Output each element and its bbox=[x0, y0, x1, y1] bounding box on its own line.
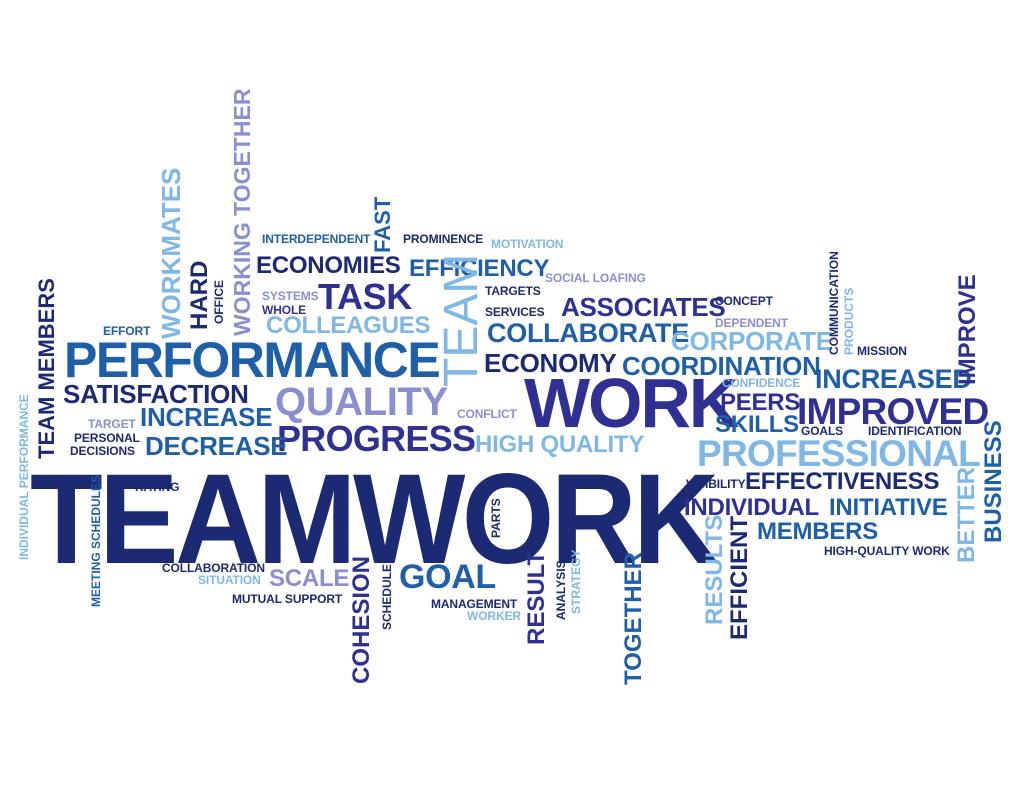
word-improved: IMPROVED bbox=[797, 391, 989, 432]
word-meeting-schedules: MEETING SCHEDULES bbox=[89, 474, 103, 607]
word-teamwork: TEAMWORK bbox=[30, 448, 719, 591]
word-products: PRODUCTS bbox=[842, 287, 856, 355]
word-efficiency: EFFICIENCY bbox=[409, 255, 550, 282]
word-scale: SCALE bbox=[269, 565, 350, 592]
word-decisions: DECISIONS bbox=[70, 444, 135, 458]
word-social-loafing: SOCIAL LOAFING bbox=[545, 271, 646, 285]
word-task: TASK bbox=[318, 276, 412, 317]
word-analysis: ANALYSIS bbox=[554, 560, 568, 620]
word-together: TOGETHER bbox=[620, 552, 647, 685]
word-mission: MISSION bbox=[857, 344, 907, 358]
word-collaborate: COLLABORATE bbox=[487, 318, 690, 348]
word-economy: ECONOMY bbox=[484, 348, 617, 378]
word-professional: PROFESSIONAL bbox=[697, 433, 981, 474]
word-prominence: PROMINENCE bbox=[403, 232, 484, 246]
word-schedule: SCHEDULE bbox=[380, 563, 394, 630]
word-quality: QUALITY bbox=[275, 380, 448, 424]
word-coordination: COORDINATION bbox=[622, 351, 821, 381]
word-high-quality: HIGH QUALITY bbox=[475, 431, 645, 458]
word-members: MEMBERS bbox=[757, 518, 878, 545]
word-corporate: CORPORATE bbox=[671, 326, 833, 356]
word-decrease: DECREASE bbox=[145, 431, 288, 461]
word-services: SERVICES bbox=[485, 305, 545, 319]
word-conflict: CONFLICT bbox=[457, 407, 517, 421]
word-dependent: DEPENDENT bbox=[715, 316, 788, 330]
word-strategy: STRATEGY bbox=[569, 549, 583, 614]
word-initiative: INITIATIVE bbox=[829, 494, 948, 521]
word-whole: WHOLE bbox=[262, 303, 307, 317]
word-collaboration: COLLABORATION bbox=[162, 561, 265, 575]
word-colleagues: COLLEAGUES bbox=[266, 312, 431, 339]
word-target: TARGET bbox=[88, 417, 136, 431]
word-economies: ECONOMIES bbox=[256, 252, 401, 279]
word-confidence: CONFIDENCE bbox=[722, 376, 801, 390]
word-systems: SYSTEMS bbox=[262, 289, 319, 303]
word-mutual-support: MUTUAL SUPPORT bbox=[232, 592, 343, 606]
word-fast: FAST bbox=[370, 196, 395, 253]
word-hard: HARD bbox=[186, 260, 213, 330]
word-communication: COMMUNICATION bbox=[827, 251, 841, 355]
word-effectiveness: EFFECTIVENESS bbox=[745, 468, 940, 495]
word-office: OFFICE bbox=[212, 280, 226, 324]
word-visibility: VISIBILITY bbox=[686, 477, 746, 491]
word-results: RESULTS bbox=[701, 514, 728, 625]
word-result: RESULT bbox=[523, 550, 550, 645]
word-increase: INCREASE bbox=[140, 402, 273, 432]
word-situation: SITUATION bbox=[198, 573, 261, 587]
word-goals: GOALS bbox=[801, 424, 844, 438]
word-progress: PROGRESS bbox=[277, 418, 476, 459]
word-skills: SKILLS bbox=[715, 411, 799, 438]
word-personal: PERSONAL bbox=[74, 431, 140, 445]
word-rating: RATING bbox=[135, 480, 180, 494]
word-improve: IMPROVE bbox=[954, 274, 981, 385]
word-individual: INDIVIDUAL bbox=[684, 494, 819, 521]
word-efficient: EFFICIENT bbox=[726, 516, 753, 640]
word-working-together: WORKING TOGETHER bbox=[229, 88, 255, 336]
word-motivation: MOTIVATION bbox=[491, 237, 564, 251]
word-cohesion: COHESION bbox=[348, 555, 375, 684]
word-interdependent: INTERDEPENDENT bbox=[262, 232, 371, 246]
word-targets: TARGETS bbox=[485, 284, 541, 298]
word-better: BETTER bbox=[953, 467, 980, 563]
word-team: TEAM bbox=[435, 253, 488, 387]
word-associates: ASSOCIATES bbox=[561, 292, 726, 322]
word-satisfaction: SATISFACTION bbox=[63, 379, 249, 409]
word-performance: PERFORMANCE bbox=[64, 332, 441, 388]
word-peers: PEERS bbox=[720, 389, 801, 416]
word-increased: INCREASED bbox=[815, 364, 972, 394]
word-individual-performance: INDIVIDUAL PERFORMANCE bbox=[17, 394, 31, 560]
word-goal: GOAL bbox=[399, 558, 496, 596]
word-work: WORK bbox=[524, 364, 739, 442]
word-concept: CONCEPT bbox=[715, 294, 773, 308]
word-effort: EFFORT bbox=[103, 324, 151, 338]
word-management: MANAGEMENT bbox=[431, 597, 518, 611]
word-high-quality-work: HIGH-QUALITY WORK bbox=[824, 544, 950, 558]
word-worker: WORKER bbox=[467, 609, 521, 623]
word-workmates: WORKMATES bbox=[156, 167, 186, 339]
word-team-members: TEAM MEMBERS bbox=[34, 278, 59, 459]
word-parts: PARTS bbox=[489, 498, 503, 538]
word-business: BUSINESS bbox=[980, 420, 1007, 543]
word-identification: IDENTIFICATION bbox=[868, 424, 962, 438]
